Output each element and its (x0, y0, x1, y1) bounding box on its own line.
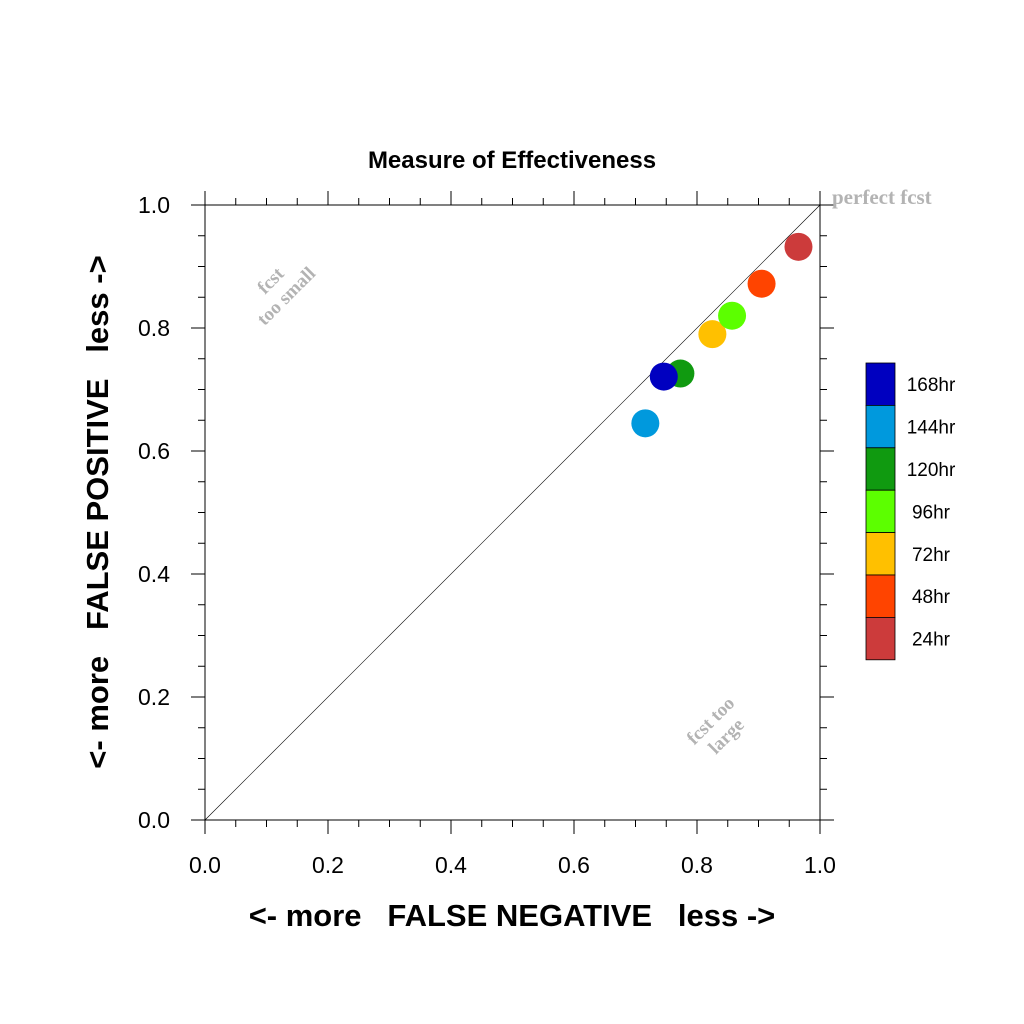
legend-swatch-48hr (865, 574, 896, 618)
x-tick-labels: 0.0 0.2 0.4 0.6 0.8 1.0 (189, 852, 836, 878)
annotation-perfect-fcst: perfect fcst (832, 185, 932, 209)
legend-label-24hr: 24hr (912, 630, 951, 651)
legend-swatch-24hr (865, 617, 896, 661)
x-tick-label: 0.6 (558, 852, 590, 878)
legend-label-48hr: 48hr (912, 587, 951, 608)
point-96hr (718, 301, 747, 330)
legend-label-168hr: 168hr (907, 375, 956, 396)
y-tick-labels: 0.0 0.2 0.4 0.6 0.8 1.0 (138, 192, 170, 833)
x-tick-label: 0.8 (681, 852, 713, 878)
legend-swatch-72hr (865, 532, 896, 576)
point-48hr (747, 269, 776, 298)
point-144hr (631, 409, 660, 438)
legend-swatch-168hr (865, 362, 896, 406)
x-tick-label: 0.4 (435, 852, 467, 878)
perfect-forecast-diagonal (204, 204, 821, 821)
annotation-fcst-too-large: fcst too large (683, 693, 749, 759)
legend-swatch-96hr (865, 489, 896, 534)
legend-label-144hr: 144hr (907, 418, 956, 439)
annotation-fcst-too-small: fcst too small (253, 263, 320, 330)
point-72hr (698, 320, 727, 349)
point-168hr (649, 362, 678, 391)
y-tick-label: 0.4 (138, 561, 170, 587)
y-tick-label: 1.0 (138, 192, 170, 218)
x-axis-label: <- more FALSE NEGATIVE less -> (249, 898, 776, 933)
y-tick-label: 0.2 (138, 684, 170, 710)
y-axis-label: <- more FALSE POSITIVE less -> (80, 255, 115, 768)
x-tick-label: 1.0 (804, 852, 836, 878)
axis-ticks (191, 191, 834, 834)
y-tick-label: 0.0 (138, 807, 170, 833)
legend-swatch-144hr (865, 404, 896, 449)
data-points (631, 232, 813, 438)
legend-swatch-120hr (865, 447, 896, 491)
point-24hr (784, 232, 813, 261)
legend-label-72hr: 72hr (912, 545, 951, 566)
legend: 168hr 144hr 120hr 96hr 72hr 48hr 24hr (865, 362, 956, 661)
y-tick-label: 0.6 (138, 438, 170, 464)
x-tick-label: 0.2 (312, 852, 344, 878)
legend-label-96hr: 96hr (912, 502, 951, 523)
legend-label-120hr: 120hr (907, 460, 956, 481)
x-tick-label: 0.0 (189, 852, 221, 878)
chart-title: Measure of Effectiveness (368, 147, 656, 174)
y-tick-label: 0.8 (138, 315, 170, 341)
